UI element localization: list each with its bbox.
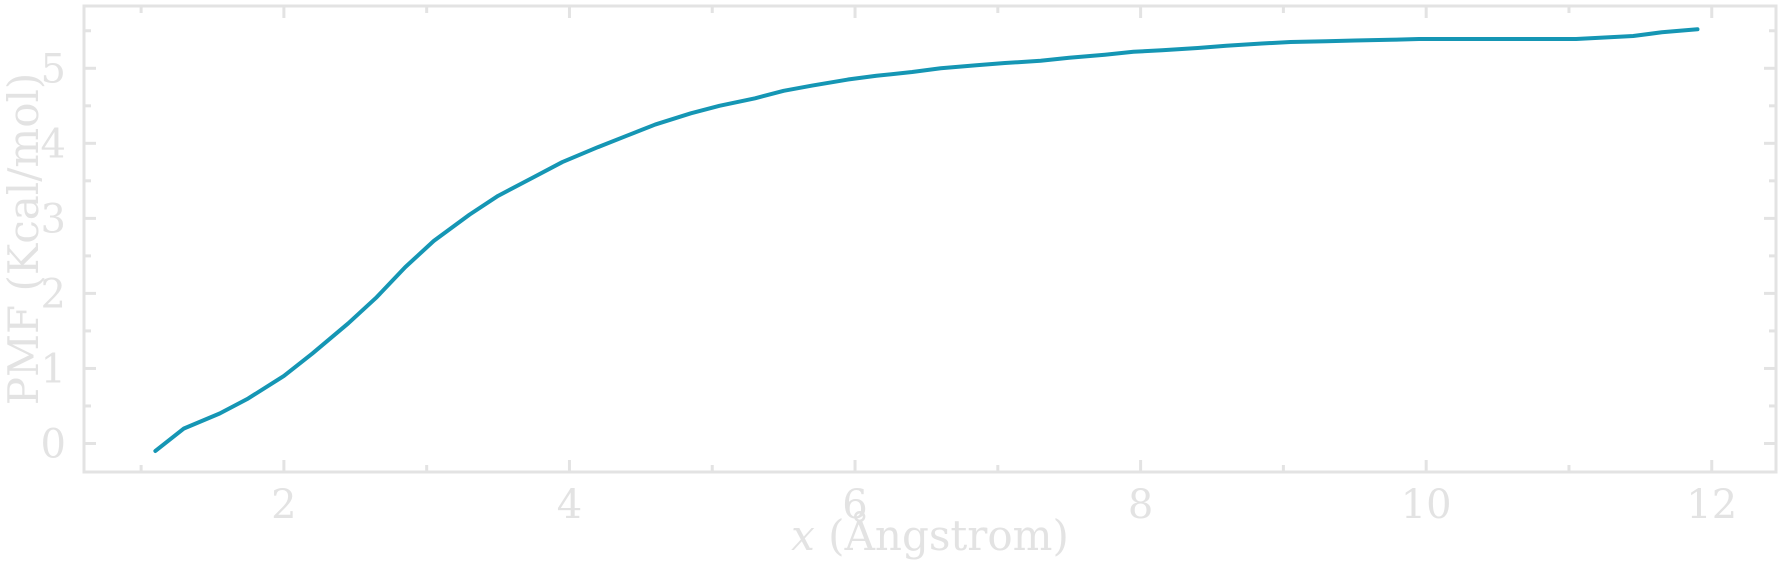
x-tick-label: 4 — [557, 482, 582, 528]
y-tick-label: 4 — [41, 121, 66, 167]
y-axis-label: PMF (Kcal/mol) — [0, 73, 48, 406]
x-axis-label: x (Ångstrom) — [791, 510, 1069, 560]
x-tick-label: 12 — [1686, 482, 1737, 528]
axis-ticks — [84, 6, 1776, 472]
x-axis-label-unit: (Ångstrom) — [815, 510, 1069, 560]
y-tick-label: 5 — [41, 46, 66, 92]
plot-frame — [82, 4, 1778, 474]
y-tick-label: 1 — [41, 346, 66, 392]
x-tick-label: 6 — [842, 482, 867, 528]
y-tick-label: 0 — [41, 421, 66, 467]
x-tick-label: 2 — [271, 482, 296, 528]
x-axis-label-variable: x — [791, 511, 815, 560]
x-tick-label: 8 — [1128, 482, 1153, 528]
pmf-series-line — [153, 27, 1700, 453]
x-tick-label: 10 — [1401, 482, 1452, 528]
y-tick-label: 3 — [41, 196, 66, 242]
y-tick-label: 2 — [41, 271, 66, 317]
